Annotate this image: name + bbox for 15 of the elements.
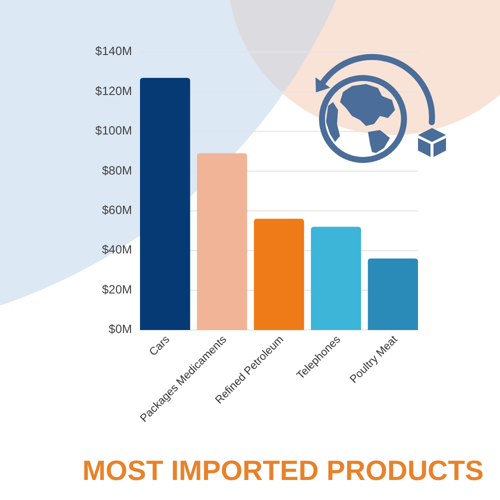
- y-tick-label: $80M: [102, 163, 132, 178]
- y-tick-label: $0M: [108, 322, 132, 336]
- x-tick-label: Cars: [147, 333, 173, 359]
- bar: [140, 78, 190, 330]
- y-tick-label: $140M: [95, 44, 132, 58]
- y-tick-label: $60M: [102, 203, 132, 218]
- bar: [310, 226, 362, 330]
- text: MOST IMPORTED PRODUCTS: [82, 455, 484, 486]
- y-tick-label: $40M: [102, 242, 132, 257]
- y-tick-label: $100M: [95, 124, 132, 138]
- y-tick-label: $20M: [102, 282, 132, 296]
- bar: [196, 153, 248, 330]
- y-tick-label: $120M: [95, 84, 132, 98]
- bar: [368, 258, 418, 330]
- bar: [254, 218, 304, 330]
